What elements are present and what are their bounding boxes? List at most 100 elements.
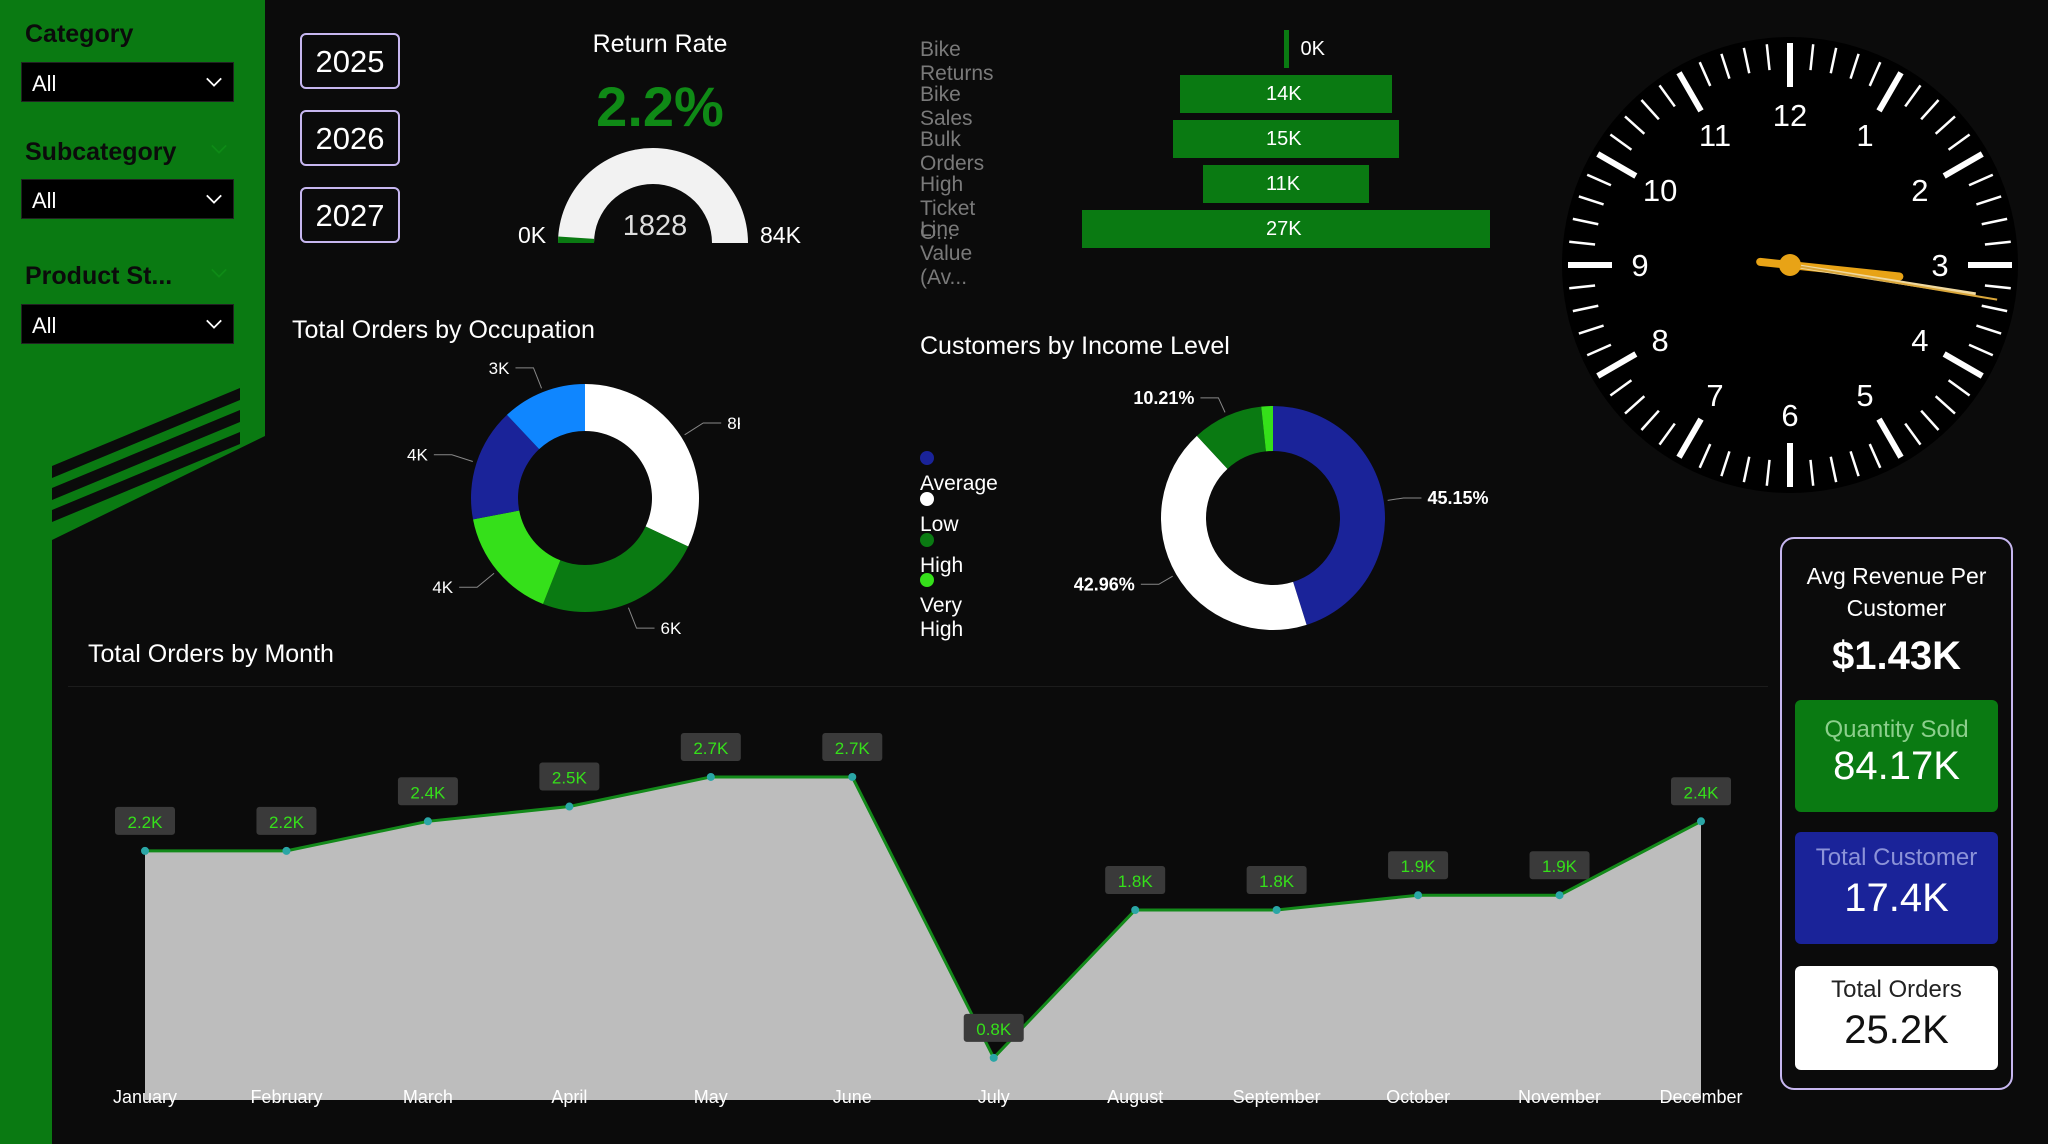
bar[interactable]: [1172, 120, 1400, 158]
clock-tick: [1698, 443, 1712, 469]
leader-line: [459, 572, 495, 588]
bar-category-label: Bike Returns: [920, 38, 994, 85]
bar[interactable]: [1082, 210, 1490, 248]
clock-second-hand: [1789, 264, 1998, 301]
clock-tick: [1947, 379, 1971, 397]
bar-value-label: 14K: [1266, 83, 1302, 105]
subcategory-label: Subcategory: [25, 138, 177, 166]
clock-hour-label: 4: [1911, 323, 1928, 358]
clock-tick: [1569, 240, 1596, 246]
legend-dot: [920, 573, 934, 588]
data-label: 2.7K: [693, 739, 729, 758]
bar[interactable]: [1202, 165, 1370, 203]
clock-tick: [1658, 84, 1676, 108]
category-value: All: [32, 71, 57, 96]
gauge-value-label: 1828: [622, 210, 688, 242]
clock-tick: [1849, 451, 1860, 477]
occupation-slice: [543, 526, 689, 612]
clock-tick: [1920, 409, 1940, 431]
x-tick-label: November: [1518, 1087, 1601, 1107]
clock-hour-label: 1: [1856, 118, 1873, 153]
clock-tick: [1934, 395, 1956, 415]
year-button-2025[interactable]: 2025: [300, 33, 400, 89]
occupation-slice: [471, 414, 540, 520]
clock-tick: [1572, 304, 1599, 313]
x-tick-label: March: [403, 1087, 453, 1107]
legend-label: Low: [920, 513, 959, 536]
income-slice: [1161, 435, 1307, 630]
clock-tick: [1569, 284, 1596, 290]
leader-line: [1387, 497, 1422, 501]
data-label-background: [1105, 866, 1166, 894]
occupation-donut-chart: 8K 6K 4K 4K 3K: [407, 360, 740, 638]
chevron-down-icon[interactable]: [210, 266, 228, 280]
clock-tick: [1904, 84, 1922, 108]
income-data-label: 10.21%: [1133, 388, 1194, 408]
bar[interactable]: [1283, 30, 1289, 68]
x-tick-label: July: [978, 1087, 1010, 1107]
chevron-down-icon[interactable]: [210, 142, 228, 156]
clock-tick: [1765, 44, 1771, 71]
category-dropdown[interactable]: All: [21, 62, 234, 102]
clock-tick: [1984, 240, 2011, 246]
income-chart-title: Customers by Income Level: [920, 332, 1230, 360]
divider: [68, 686, 1768, 687]
data-point: [423, 817, 432, 826]
clock-tick: [1876, 417, 1904, 459]
return-rate-title: Return Rate: [592, 30, 728, 58]
leader-line: [1200, 397, 1226, 413]
x-tick-label: October: [1386, 1087, 1450, 1107]
data-label: 1.8K: [1259, 872, 1295, 891]
data-label: 2.4K: [410, 783, 446, 802]
income-slice: [1273, 406, 1385, 625]
data-label: 2.4K: [1684, 783, 1720, 802]
clock-tick: [1596, 351, 1638, 379]
clock-tick: [1976, 195, 2002, 206]
data-point: [1414, 891, 1423, 900]
legend-item[interactable]: Average: [920, 448, 998, 496]
clock-hour-label: 10: [1643, 173, 1677, 208]
legend-item[interactable]: Very High: [920, 570, 963, 642]
subcategory-dropdown[interactable]: All: [21, 179, 234, 219]
data-label: 2.2K: [269, 813, 305, 832]
year-button-2026[interactable]: 2026: [300, 110, 400, 166]
clock-hour-label: 12: [1773, 98, 1807, 133]
clock-tick: [1984, 284, 2011, 290]
data-label: 1.9K: [1542, 857, 1578, 876]
gauge-max-label: 84K: [760, 222, 801, 248]
data-point: [848, 772, 857, 781]
bar-category-label: Bulk Orders: [920, 128, 985, 175]
avg-revenue-label: Avg Revenue Per Customer: [1806, 563, 1987, 621]
monthly-area-chart: 2.2K January 2.2K February 2.4K March 2.5K Apri…: [113, 732, 1743, 1107]
total-customer-value: 17.4K: [1844, 876, 1949, 920]
bar-category-label: Bike Sales: [920, 83, 973, 130]
x-tick-label: April: [551, 1087, 587, 1107]
legend-item[interactable]: High: [920, 530, 963, 578]
avg-revenue-value: $1.43K: [1832, 634, 1961, 678]
legend-label: Average: [920, 472, 998, 495]
category-label: Category: [25, 20, 134, 48]
year-button-2027[interactable]: 2027: [300, 187, 400, 243]
gauge-min-label: 0K: [518, 222, 547, 248]
product-status-dropdown[interactable]: All: [21, 304, 234, 344]
occupation-slice: [506, 384, 585, 450]
clock-tick: [1868, 443, 1882, 469]
data-label-background: [680, 732, 741, 761]
income-data-label: 45.15%: [1427, 488, 1488, 508]
data-point: [989, 1053, 998, 1062]
legend-item[interactable]: Low: [920, 489, 959, 537]
occupation-data-label: 3K: [489, 360, 510, 378]
occupation-chart-title: Total Orders by Occupation: [292, 316, 595, 344]
leader-line: [433, 454, 473, 463]
bar-category-label: High Ticket O...: [920, 173, 976, 244]
clock-tick: [1765, 459, 1771, 486]
data-label: 0.8K: [976, 1020, 1012, 1039]
bar[interactable]: [1180, 75, 1392, 113]
clock-hour-label: 3: [1931, 248, 1948, 283]
x-tick-label: January: [113, 1087, 177, 1107]
clock-tick: [1586, 343, 1612, 357]
clock-tick: [1572, 217, 1599, 226]
data-label-background: [539, 762, 600, 791]
clock-tick: [1720, 451, 1731, 477]
